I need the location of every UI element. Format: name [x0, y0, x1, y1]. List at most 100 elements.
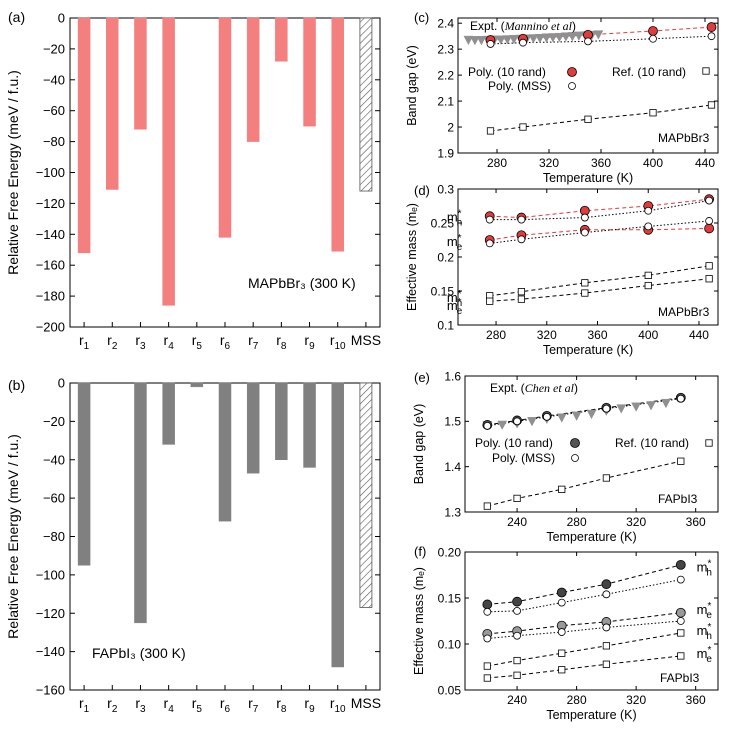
- x-tick-label: r2: [107, 695, 118, 715]
- point-marker: [519, 123, 527, 131]
- point-marker: [485, 239, 494, 248]
- expt-label: Expt. (Chen et al): [490, 381, 578, 395]
- point-marker: [517, 235, 526, 244]
- point-marker: [644, 222, 653, 231]
- y-tick-label: −140: [36, 644, 65, 659]
- panel-letter-f: (f): [414, 544, 426, 559]
- point-marker: [568, 82, 576, 90]
- point-marker: [580, 228, 589, 237]
- x-tick-label: r9: [304, 695, 315, 715]
- point-marker: [707, 101, 716, 109]
- x-tick-label: 360: [686, 693, 706, 707]
- y-tick-label: 0.2: [437, 250, 454, 264]
- annotation-label: FAPbI3: [658, 492, 698, 506]
- series-line: [487, 579, 681, 613]
- y-tick-label: 2.2: [437, 68, 454, 82]
- point-marker: [554, 32, 565, 43]
- panel-letter-a: (a): [8, 9, 25, 25]
- point-marker: [677, 629, 685, 637]
- point-marker: [584, 37, 592, 46]
- point-marker: [517, 295, 526, 303]
- point-marker: [601, 579, 612, 590]
- point-marker: [513, 606, 521, 615]
- x-tick-label: 320: [626, 693, 646, 707]
- point-marker: [483, 662, 491, 670]
- point-marker: [463, 35, 474, 46]
- point-marker: [706, 22, 717, 32]
- point-marker: [675, 559, 686, 570]
- mass-label: m* h: [447, 289, 462, 309]
- point-marker: [602, 590, 611, 599]
- point-marker: [495, 35, 506, 45]
- y-tick-label: 1.9: [437, 146, 454, 160]
- effective-mass-chart-mapbbr3: 280 320 360 400 440 0.1 0.15 0.2 0.25 0.3 Temperat…: [405, 182, 719, 357]
- x-tick-label: r7: [248, 695, 259, 715]
- point-marker: [602, 642, 610, 650]
- point-marker: [476, 36, 487, 46]
- bar-r4: [162, 17, 175, 306]
- y-tick-label: 2.4: [437, 16, 454, 30]
- point-marker: [705, 439, 713, 447]
- point-marker: [705, 275, 713, 283]
- bar-r9: [303, 17, 316, 127]
- x-tick-label: 440: [695, 156, 715, 170]
- y-tick-label: −100: [36, 165, 65, 180]
- bar-chart-mapbbr3: 0 −20 −40 −60 −80 −100 −120 −140 −160 −180 −200 r1 r…: [5, 11, 381, 353]
- point-marker: [482, 599, 493, 610]
- x-tick-label: 400: [638, 328, 658, 342]
- point-marker: [631, 402, 642, 412]
- legend-label: Poly. (10 rand): [475, 436, 553, 450]
- y-tick-label: 0.3: [437, 182, 454, 196]
- point-marker: [497, 420, 508, 430]
- point-marker: [483, 674, 491, 682]
- point-marker: [676, 575, 685, 584]
- y-tick-label: −100: [36, 567, 65, 582]
- point-marker: [513, 631, 521, 640]
- y-tick-label: 1.5: [444, 415, 461, 429]
- bar-r1: [77, 17, 91, 254]
- band-gap-chart-mapbbr3: 280 320 360 400 440 1.9 2 2.1 2.2 2.3 2.4 Temperatu…: [405, 16, 719, 185]
- y-axis-label: Band gap (eV): [405, 45, 419, 126]
- series-line: [487, 460, 681, 507]
- point-marker: [644, 281, 652, 290]
- bar-r10: [331, 382, 344, 668]
- plot-frame: [464, 551, 719, 691]
- legend-label: Poly. (MSS): [492, 451, 555, 465]
- annotation-label: FAPbI3: [660, 671, 700, 685]
- y-axis-label: Relative Free Energy (meV / f.u.): [5, 434, 21, 639]
- y-tick-label: 2: [447, 120, 454, 134]
- point-marker: [547, 33, 558, 43]
- point-marker: [485, 215, 494, 224]
- x-tick-label: 400: [643, 156, 663, 170]
- point-marker: [513, 494, 521, 503]
- y-tick-label: −40: [43, 72, 65, 87]
- point-marker: [573, 31, 584, 41]
- x-axis-label: Temperature (K): [546, 708, 636, 722]
- y-tick-label: −200: [36, 320, 65, 335]
- x-tick-label: MSS: [351, 332, 381, 348]
- point-marker: [584, 115, 592, 123]
- mass-label: m* e: [697, 645, 713, 665]
- point-marker: [675, 607, 686, 618]
- x-tick-label: r3: [135, 332, 146, 352]
- point-marker: [519, 38, 527, 47]
- panel-letter-e: (e): [414, 370, 430, 385]
- plot-frame: [464, 375, 719, 513]
- y-tick-label: −140: [36, 227, 65, 242]
- x-tick-label: 360: [587, 328, 607, 342]
- y-axis-label: Band gap (eV): [412, 404, 426, 485]
- plot-frame: [457, 17, 719, 154]
- point-marker: [483, 634, 492, 643]
- y-tick-label: 0.25: [431, 216, 455, 230]
- point-marker: [528, 34, 539, 44]
- annotation-label: FAPbI₃ (300 K): [92, 645, 186, 661]
- mass-label: m* e: [447, 233, 463, 253]
- y-tick-label: 0.1: [437, 318, 454, 332]
- x-tick-label: 280: [487, 156, 507, 170]
- annotation-label: MAPbBr₃ (300 K): [248, 275, 356, 291]
- x-tick-label: r4: [164, 332, 175, 352]
- point-marker: [581, 279, 589, 287]
- legend-label: Ref. (10 rand): [612, 65, 686, 79]
- series-line: [490, 35, 712, 45]
- y-tick-label: 0.15: [431, 284, 455, 298]
